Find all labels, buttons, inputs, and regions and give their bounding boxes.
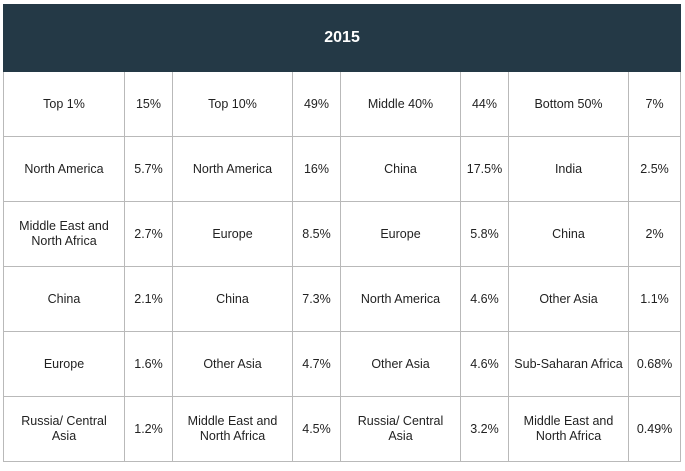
table-cell-value: 8.5% (292, 201, 341, 267)
table-cell-label: Middle East and North Africa (508, 396, 629, 462)
table-cell-label: North America (172, 136, 293, 202)
table-cell-value: 1.1% (627, 266, 682, 332)
table-cell-value: 0.49% (627, 396, 682, 462)
table-row: North America 5.7% North America 16% Chi… (3, 136, 682, 202)
table-cell-value: 2.1% (124, 266, 173, 332)
table-title: 2015 (2, 4, 682, 72)
table-cell-label: Top 10% (172, 71, 293, 137)
table-cell-value: 0.68% (627, 331, 682, 397)
table-row: Middle East and North Africa 2.7% Europe… (3, 201, 682, 267)
table-cell-value: 4.7% (292, 331, 341, 397)
table-cell-label: Middle East and North Africa (172, 396, 293, 462)
table-cell-label: Other Asia (508, 266, 629, 332)
table-cell-value: 4.6% (460, 266, 509, 332)
table-cell-value: 2.5% (627, 136, 682, 202)
table-cell-value: 5.7% (124, 136, 173, 202)
table-cell-value: 1.6% (124, 331, 173, 397)
table-cell-label: India (508, 136, 629, 202)
table-cell-label: North America (3, 136, 125, 202)
table-cell-value: 4.6% (460, 331, 509, 397)
table-row: China 2.1% China 7.3% North America 4.6%… (3, 266, 682, 332)
table-cell-label: Europe (172, 201, 293, 267)
table-cell-value: 16% (292, 136, 341, 202)
table-cell-label: Other Asia (340, 331, 461, 397)
income-share-table: 2015 Top 1% 15% Top 10% 49% Middle 40% 4… (2, 4, 682, 462)
table-cell-value: 49% (292, 71, 341, 137)
table-cell-label: Middle 40% (340, 71, 461, 137)
table-row: Russia/ Central Asia 1.2% Middle East an… (3, 396, 682, 462)
table-row: Europe 1.6% Other Asia 4.7% Other Asia 4… (3, 331, 682, 397)
table-cell-value: 7% (627, 71, 682, 137)
table-cell-label: China (3, 266, 125, 332)
table-cell-label: Europe (340, 201, 461, 267)
table-cell-value: 2% (627, 201, 682, 267)
table-cell-value: 44% (460, 71, 509, 137)
table-row: Top 1% 15% Top 10% 49% Middle 40% 44% Bo… (3, 71, 682, 137)
table-cell-value: 2.7% (124, 201, 173, 267)
income-share-table-container: 2015 Top 1% 15% Top 10% 49% Middle 40% 4… (2, 4, 682, 468)
table-cell-label: Middle East and North Africa (3, 201, 125, 267)
table-cell-value: 15% (124, 71, 173, 137)
table-cell-value: 17.5% (460, 136, 509, 202)
table-cell-value: 3.2% (460, 396, 509, 462)
table-cell-label: China (340, 136, 461, 202)
table-cell-value: 5.8% (460, 201, 509, 267)
table-cell-label: Bottom 50% (508, 71, 629, 137)
table-header-row: 2015 (2, 4, 682, 72)
table-cell-label: Russia/ Central Asia (3, 396, 125, 462)
table-cell-label: Other Asia (172, 331, 293, 397)
table-cell-label: China (508, 201, 629, 267)
table-cell-label: China (172, 266, 293, 332)
table-cell-label: Top 1% (3, 71, 125, 137)
table-cell-label: Russia/ Central Asia (340, 396, 461, 462)
table-cell-label: Europe (3, 331, 125, 397)
table-cell-label: North America (340, 266, 461, 332)
table-cell-value: 7.3% (292, 266, 341, 332)
table-cell-label: Sub-Saharan Africa (508, 331, 629, 397)
table-cell-value: 1.2% (124, 396, 173, 462)
table-cell-value: 4.5% (292, 396, 341, 462)
